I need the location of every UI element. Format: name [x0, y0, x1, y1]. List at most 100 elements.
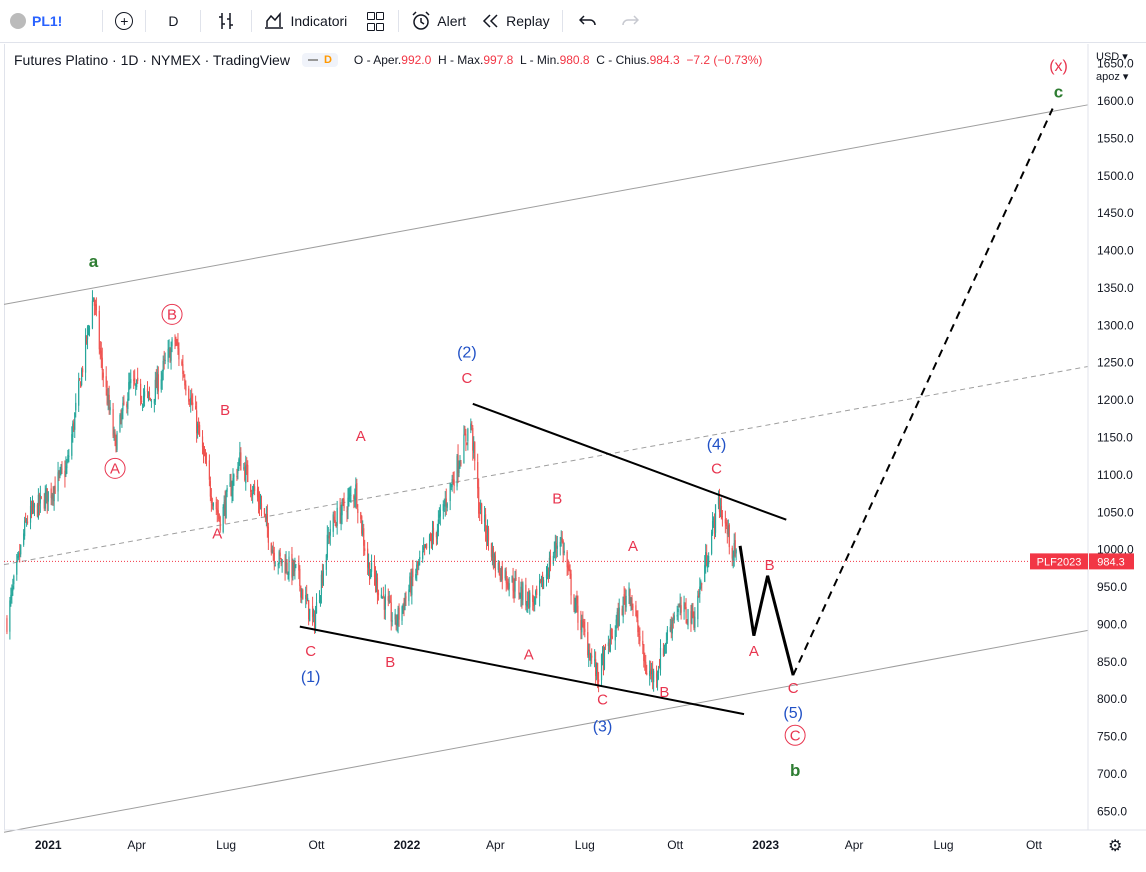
candle-body — [308, 600, 310, 620]
candle-body — [335, 524, 337, 528]
wave-label-circle — [161, 303, 183, 325]
candle-body — [169, 349, 171, 363]
candle-body — [663, 644, 666, 655]
candle-body — [92, 297, 95, 302]
candle-body — [339, 507, 341, 523]
candle-body — [215, 502, 217, 510]
templates-button[interactable] — [355, 0, 394, 42]
candle-body — [520, 586, 522, 598]
candle-body — [130, 379, 132, 384]
candle-body — [464, 433, 466, 436]
candle-body — [594, 659, 596, 661]
replay-button[interactable]: Replay — [474, 0, 558, 42]
candle-body — [183, 374, 185, 377]
low-label: L - Min. — [520, 53, 560, 67]
candle-body — [143, 391, 146, 397]
price-tick-label: 1150.0 — [1097, 431, 1133, 445]
candle-body — [429, 538, 432, 540]
candle-body — [692, 607, 694, 617]
candle-body — [167, 348, 169, 362]
candle-body — [603, 647, 606, 669]
candle-body — [71, 434, 73, 456]
settings-gear-icon[interactable]: ⚙ — [1108, 838, 1123, 855]
time-tick-label: Lug — [934, 838, 954, 852]
price-tick-label: 1100.0 — [1097, 468, 1133, 482]
indicators-button[interactable]: Indicatori — [256, 0, 355, 42]
candle-body — [456, 456, 458, 487]
candle-body — [733, 543, 735, 557]
compare-button[interactable]: + — [107, 0, 141, 42]
candle-body — [361, 516, 363, 534]
candle-body — [581, 619, 583, 633]
candle-body — [162, 360, 164, 372]
candle-body — [171, 339, 173, 347]
candle-body — [101, 357, 103, 371]
wave-label: (x) — [1049, 58, 1068, 75]
candle-body — [109, 407, 111, 411]
currency-selector[interactable]: USD ▾ — [1096, 51, 1128, 63]
candle-body — [326, 534, 328, 558]
candle-body — [383, 596, 385, 610]
candle-body — [662, 648, 665, 656]
candle-body — [279, 552, 281, 557]
interval-button[interactable]: D — [150, 0, 196, 42]
candle-body — [412, 568, 414, 577]
candle-body — [401, 606, 403, 621]
candle-body — [205, 462, 208, 464]
data-badge[interactable]: D — [301, 53, 338, 67]
candle-body — [629, 589, 631, 603]
candle-body — [404, 598, 406, 611]
candle-body — [353, 495, 355, 500]
candle-body — [643, 644, 645, 662]
candle-body — [624, 597, 626, 605]
candle-body — [403, 602, 405, 610]
alert-button[interactable]: Alert — [403, 0, 474, 42]
candle-body — [258, 500, 261, 509]
candle-body — [278, 551, 280, 564]
candle-body — [185, 384, 187, 391]
badge-label: D — [323, 54, 332, 66]
candle-body — [639, 636, 641, 642]
candle-body — [389, 600, 391, 603]
candle-body — [354, 497, 356, 501]
candle-body — [281, 559, 283, 563]
wave-label: (3) — [593, 718, 613, 735]
time-tick-label: 2023 — [752, 838, 779, 852]
candle-body — [190, 397, 192, 405]
candle-body — [299, 568, 301, 586]
candle-body — [95, 304, 97, 311]
chart-type-button[interactable] — [205, 0, 247, 42]
wave-label: A — [212, 525, 222, 542]
candle-body — [625, 595, 627, 608]
candle-body — [546, 572, 549, 576]
candle-body — [555, 542, 557, 549]
candle-body — [295, 564, 297, 566]
wave-label: B — [220, 402, 230, 419]
candle-body — [72, 423, 74, 438]
candle-body — [630, 599, 632, 604]
candle-body — [82, 368, 84, 373]
redo-button[interactable] — [609, 0, 651, 42]
undo-button[interactable] — [567, 0, 609, 42]
scale-mode-selector[interactable]: apoz ▾ — [1096, 71, 1129, 83]
symbol-search[interactable]: PL1! — [32, 13, 63, 29]
candle-body — [65, 465, 67, 475]
candle-body — [209, 481, 211, 497]
candle-body — [596, 662, 598, 674]
candle-body — [142, 395, 145, 403]
price-tick-label: 1250.0 — [1097, 356, 1134, 370]
candle-body — [154, 379, 156, 402]
candle-body — [259, 503, 262, 508]
change-value: −7.2 (−0.73%) — [686, 53, 763, 67]
candle-body — [203, 451, 206, 455]
candle-body — [225, 491, 227, 519]
candle-body — [574, 606, 576, 609]
candle-body — [267, 526, 269, 543]
candle-body — [704, 565, 706, 582]
candle-body — [547, 573, 550, 577]
candle-body — [387, 596, 389, 601]
candle-body — [459, 463, 461, 465]
candle-body — [652, 668, 654, 680]
candle-body — [712, 518, 715, 521]
